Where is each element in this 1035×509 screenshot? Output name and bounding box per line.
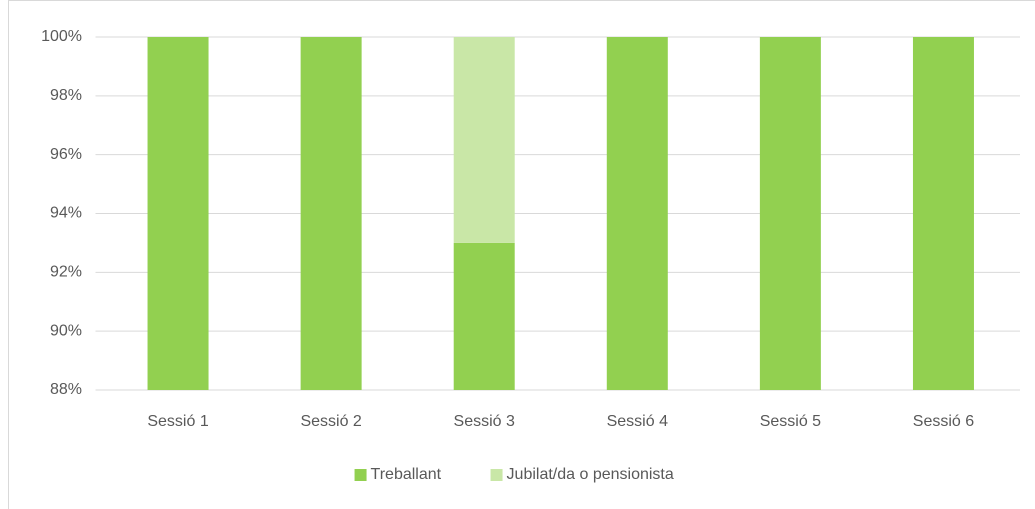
- y-tick-label: 98%: [50, 87, 82, 104]
- legend-label: Jubilat/da o pensionista: [507, 466, 674, 483]
- y-tick-label: 94%: [50, 205, 82, 222]
- x-tick-label: Sessió 1: [147, 413, 208, 430]
- legend-swatch: [354, 469, 367, 481]
- bar-segment: [606, 37, 668, 390]
- y-tick-label: 100%: [41, 28, 82, 45]
- bar-segment: [759, 37, 821, 390]
- x-tick-label: Sessió 3: [454, 413, 515, 430]
- x-tick-label: Sessió 4: [607, 413, 668, 430]
- bar-segment: [453, 242, 515, 390]
- bar-segment: [453, 37, 515, 243]
- legend-label: Treballant: [371, 466, 442, 483]
- y-tick-label: 88%: [50, 381, 82, 398]
- bar-segment: [912, 37, 974, 390]
- x-tick-label: Sessió 2: [300, 413, 361, 430]
- y-tick-label: 92%: [50, 264, 82, 281]
- x-tick-label: Sessió 6: [913, 413, 974, 430]
- legend-swatch: [490, 469, 503, 481]
- x-tick-label: Sessió 5: [760, 413, 821, 430]
- y-tick-label: 96%: [50, 146, 82, 163]
- bar-segment: [300, 37, 362, 390]
- bar-segment: [147, 37, 209, 390]
- y-tick-label: 90%: [50, 322, 82, 339]
